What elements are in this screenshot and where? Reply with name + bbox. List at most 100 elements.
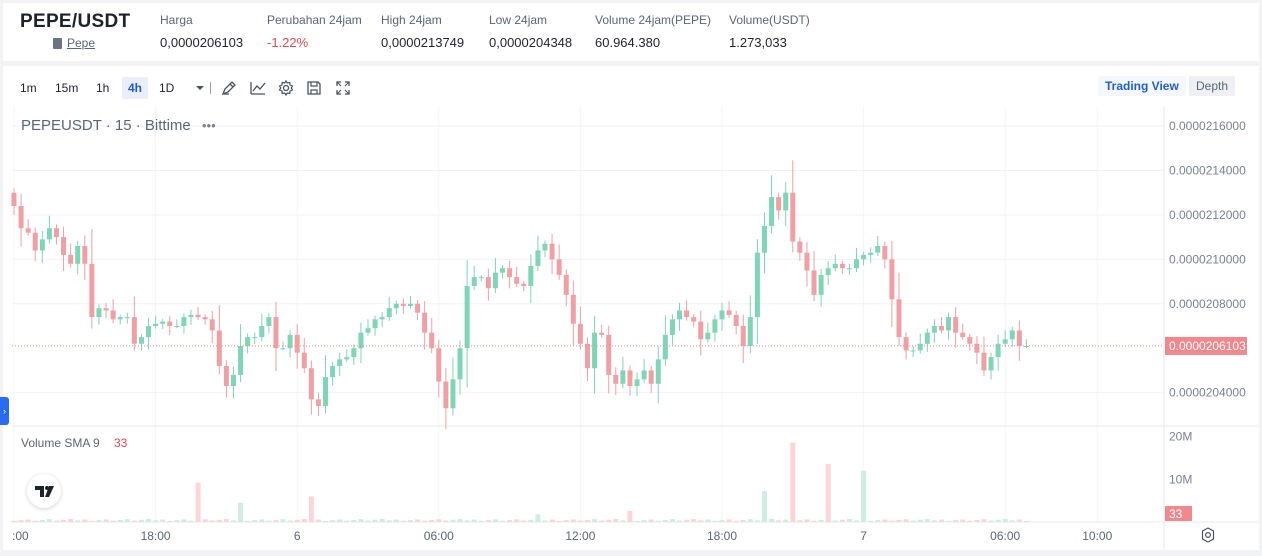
volume-bar (68, 518, 74, 522)
candle-body (138, 337, 144, 344)
chart-title: PEPEUSDT · 15 · Bittime (21, 117, 191, 134)
volume-bar (46, 519, 52, 522)
volume-bar (776, 520, 782, 522)
candle-body (280, 348, 286, 350)
time-tick-label: 12:00 (565, 529, 595, 543)
volume-bar (39, 519, 45, 522)
volume-bar (471, 519, 477, 522)
draw-icon[interactable] (220, 79, 238, 97)
settings-icon[interactable] (277, 79, 295, 97)
volume-bar (259, 519, 265, 522)
volume-bar (606, 519, 612, 522)
timeframe-1h[interactable]: 1h (96, 81, 110, 95)
candle-body (584, 343, 590, 369)
candle-body (740, 326, 746, 346)
chart-settings-icon[interactable] (1199, 526, 1217, 544)
candle-body (818, 274, 824, 295)
candle-body (167, 321, 173, 326)
volume-bar (146, 518, 152, 522)
volume-bar (669, 519, 675, 522)
volume-bar (266, 520, 272, 522)
volume-bar (110, 520, 116, 522)
volume-bar (138, 519, 144, 522)
current-price-tag (1165, 336, 1247, 355)
volume-bar (691, 518, 697, 522)
volume-bar (1023, 520, 1029, 522)
timeframe-1D[interactable]: 1D (159, 81, 175, 95)
candle-body (797, 241, 803, 253)
document-icon (53, 37, 62, 49)
candle-body (783, 192, 789, 211)
coin-link[interactable]: Pepe (53, 36, 95, 50)
candle-body (761, 226, 767, 253)
view-button-0[interactable]: Trading View (1098, 76, 1186, 96)
candle-body (754, 252, 760, 318)
volume-bar (153, 520, 159, 522)
candle-body (839, 263, 845, 269)
volume-bar (500, 520, 506, 522)
candle-body (61, 237, 67, 255)
volume-bar (910, 520, 916, 522)
time-tick-label: 18:00 (141, 529, 171, 543)
sidebar-toggle-button[interactable]: › (0, 397, 9, 425)
volume-bar (967, 520, 973, 522)
save-icon[interactable] (305, 79, 323, 97)
candle-body (209, 319, 215, 331)
candle-body (733, 314, 739, 326)
volume-bar (818, 519, 824, 522)
candle-body (1023, 346, 1029, 347)
toolbar-divider (210, 82, 211, 94)
candle-body (960, 332, 966, 338)
candle-body (967, 337, 973, 344)
volume-bar (294, 519, 300, 522)
volume-bar (443, 520, 449, 522)
volume-bar (124, 519, 130, 522)
fullscreen-icon[interactable] (334, 79, 352, 97)
candle-body (634, 379, 640, 386)
chevron-down-icon[interactable] (191, 79, 209, 97)
candle-body (974, 343, 980, 353)
stat-3: Low 24jam 0,0000204348 (489, 13, 572, 50)
volume-bar (25, 519, 31, 522)
candle-body (889, 259, 895, 300)
timeframe-15m[interactable]: 15m (55, 81, 79, 95)
candle-body (450, 379, 456, 409)
candle-body (11, 192, 17, 206)
volume-bar (896, 519, 902, 522)
candle-body (53, 228, 59, 238)
indicator-icon[interactable] (249, 79, 267, 97)
candle-body (514, 277, 520, 284)
volume-bar (705, 519, 711, 522)
volume-bar (698, 520, 704, 522)
volume-bar (82, 519, 88, 522)
volume-bar (846, 518, 852, 522)
volume-bar (492, 519, 498, 522)
volume-bar (769, 518, 775, 522)
candlestick-chart[interactable]: 0.0000216000 0.0000214000 0.0000212000 0.00… (3, 106, 1259, 550)
volume-bar (868, 520, 874, 522)
pair-title: PEPE/USDT (20, 11, 131, 32)
tradingview-logo[interactable] (27, 474, 61, 508)
volume-bar (308, 496, 314, 522)
candle-body (464, 286, 470, 349)
candle-body (485, 277, 491, 289)
timeframe-1m[interactable]: 1m (20, 81, 37, 95)
price-tick-label: 0.0000210000 (1169, 252, 1246, 266)
volume-bar (946, 520, 952, 522)
volume-bar (825, 463, 831, 522)
candle-body (726, 310, 732, 315)
volume-bar (953, 520, 959, 522)
volume-bar (740, 519, 746, 522)
volume-bar (407, 520, 413, 522)
stat-value: 0,0000204348 (489, 35, 573, 50)
candle-body (273, 317, 279, 349)
volume-bar (917, 519, 923, 522)
volume-bar (223, 518, 229, 522)
timeframe-4h[interactable]: 4h (122, 77, 149, 99)
volume-bar (131, 520, 137, 522)
candle-body (89, 263, 95, 318)
candle-body (684, 310, 690, 318)
volume-bar (988, 520, 994, 522)
volume-bar (393, 519, 399, 522)
view-button-1[interactable]: Depth (1189, 76, 1236, 96)
